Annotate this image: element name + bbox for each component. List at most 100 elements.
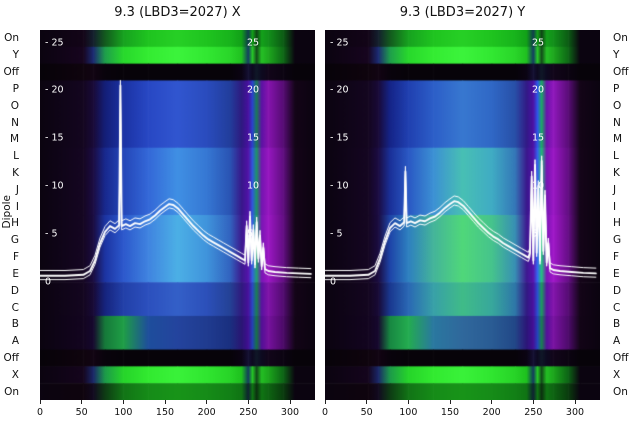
row-label-j-9: J — [15, 183, 19, 196]
inner-right-tick-5: 5 — [532, 228, 539, 240]
x-tick-label-0-100: 100 — [114, 407, 133, 418]
row-label-e-14: E — [12, 267, 19, 280]
x-tick-label-0-50: 50 — [75, 407, 88, 418]
row-label-d-15: D — [10, 284, 19, 297]
x-tick-mark-0-300 — [289, 400, 291, 404]
x-tick-mark-1-150 — [449, 400, 451, 404]
row-label-m-6: M — [613, 133, 623, 146]
inner-left-tick-15: - 15 — [330, 132, 349, 144]
row-label-on-21: On — [613, 385, 628, 398]
left-plot-title: 9.3 (LBD3=2027) X — [114, 5, 241, 20]
row-label-o-4: O — [10, 99, 19, 112]
x-tick-label-0-250: 250 — [239, 407, 258, 418]
heatmap-panel-x: - 25 - 20 - 15 - 10 - 5 0 25 20 15 10 5 — [40, 30, 315, 400]
row-label-a-18: A — [613, 334, 621, 347]
x-tick-mark-0-200 — [206, 400, 208, 404]
heatmap-panel-y: - 25 - 20 - 15 - 10 - 5 0 25 20 15 10 5 — [325, 30, 600, 400]
row-label-x-20: X — [613, 368, 621, 381]
row-labels-right: On Y Off P O N M L K J I H G F E D C B A Off X On — [611, 30, 639, 400]
inner-left-tick-0: 0 — [330, 276, 337, 287]
row-label-on-0: On — [613, 32, 628, 45]
row-label-c-16: C — [11, 301, 19, 314]
row-label-b-17: B — [11, 318, 19, 331]
row-label-b-17: B — [613, 318, 621, 331]
x-tick-label-0-150: 150 — [155, 407, 175, 418]
x-tick-label-1-200: 200 — [482, 407, 501, 418]
x-tick-mark-1-200 — [491, 400, 493, 404]
inner-left-tick-10: - 10 — [45, 180, 64, 192]
x-tick-label-0-200: 200 — [197, 407, 216, 418]
row-label-p-3: P — [613, 82, 620, 95]
inner-left-tick-5: - 5 — [330, 228, 343, 240]
row-label-y-1: Y — [613, 48, 620, 61]
x-tick-mark-0-0 — [39, 400, 41, 404]
row-label-d-15: D — [613, 284, 622, 297]
inner-left-tick-5: - 5 — [45, 228, 58, 240]
row-label-a-18: A — [11, 334, 19, 347]
x-tick-mark-1-0 — [324, 400, 326, 404]
x-tick-mark-0-150 — [164, 400, 166, 404]
x-tick-mark-1-250 — [532, 400, 534, 404]
x-tick-label-1-300: 300 — [565, 407, 585, 418]
row-label-i-10: I — [15, 200, 19, 213]
x-tick-label-1-50: 50 — [360, 407, 373, 418]
row-label-l-7: L — [13, 149, 19, 162]
row-label-n-5: N — [11, 116, 19, 129]
inner-left-tick-20: - 20 — [45, 84, 64, 96]
inner-left-tick-15: - 15 — [45, 132, 64, 144]
inner-right-tick-15: 15 — [247, 132, 260, 144]
inner-left-tick-25: - 25 — [330, 37, 349, 48]
row-label-j-9: J — [613, 183, 617, 196]
row-labels-left: On Y Off P O N M L K J I H G F E D C B A Off X On — [0, 30, 22, 400]
row-label-e-14: E — [613, 267, 620, 280]
inner-right-tick-25: 25 — [532, 37, 545, 48]
row-label-o-4: O — [613, 99, 622, 112]
row-label-h-11: H — [11, 217, 19, 230]
row-label-off-19: Off — [3, 351, 20, 364]
x-tick-mark-0-250 — [247, 400, 249, 404]
x-tick-label-1-250: 250 — [524, 407, 543, 418]
x-tick-mark-1-50 — [366, 400, 368, 404]
heatmap-canvas-1 — [325, 30, 600, 400]
row-label-f-13: F — [613, 250, 620, 263]
row-label-x-20: X — [11, 368, 19, 381]
row-label-off-2: Off — [3, 65, 20, 78]
row-label-c-16: C — [613, 301, 621, 314]
inner-right-tick-10: 10 — [247, 180, 260, 192]
heatmap-canvas-0 — [40, 30, 315, 400]
x-tick-mark-0-100 — [122, 400, 124, 404]
x-tick-mark-1-100 — [407, 400, 409, 404]
row-label-i-10: I — [613, 200, 617, 213]
row-label-f-13: F — [12, 250, 19, 263]
x-tick-label-1-150: 150 — [440, 407, 460, 418]
inner-right-tick-20: 20 — [532, 84, 545, 96]
x-tick-label-0-300: 300 — [280, 407, 300, 418]
row-label-k-8: K — [613, 166, 620, 179]
row-label-l-7: L — [613, 149, 619, 162]
row-label-h-11: H — [613, 217, 621, 230]
inner-left-tick-0: 0 — [45, 276, 52, 287]
inner-right-tick-15: 15 — [532, 132, 545, 144]
row-label-p-3: P — [12, 82, 19, 95]
inner-right-tick-25: 25 — [247, 37, 260, 48]
x-tick-label-1-100: 100 — [399, 407, 418, 418]
row-label-g-12: G — [10, 233, 19, 246]
x-tick-mark-0-50 — [81, 400, 83, 404]
row-label-on-0: On — [4, 32, 19, 45]
row-label-y-1: Y — [12, 48, 19, 61]
row-label-off-19: Off — [613, 351, 629, 364]
row-label-n-5: N — [613, 116, 621, 129]
x-tick-label-0-0: 0 — [36, 407, 44, 418]
inner-left-tick-25: - 25 — [45, 37, 64, 48]
row-label-m-6: M — [9, 133, 19, 146]
x-tick-mark-1-300 — [574, 400, 576, 404]
row-label-off-2: Off — [613, 65, 629, 78]
inner-left-tick-20: - 20 — [330, 84, 349, 96]
row-label-on-21: On — [4, 385, 19, 398]
inner-right-tick-10: 10 — [532, 180, 545, 192]
row-label-k-8: K — [12, 166, 19, 179]
x-tick-label-1-0: 0 — [321, 407, 329, 418]
row-label-g-12: G — [613, 233, 622, 246]
inner-right-tick-5: 5 — [247, 228, 254, 240]
